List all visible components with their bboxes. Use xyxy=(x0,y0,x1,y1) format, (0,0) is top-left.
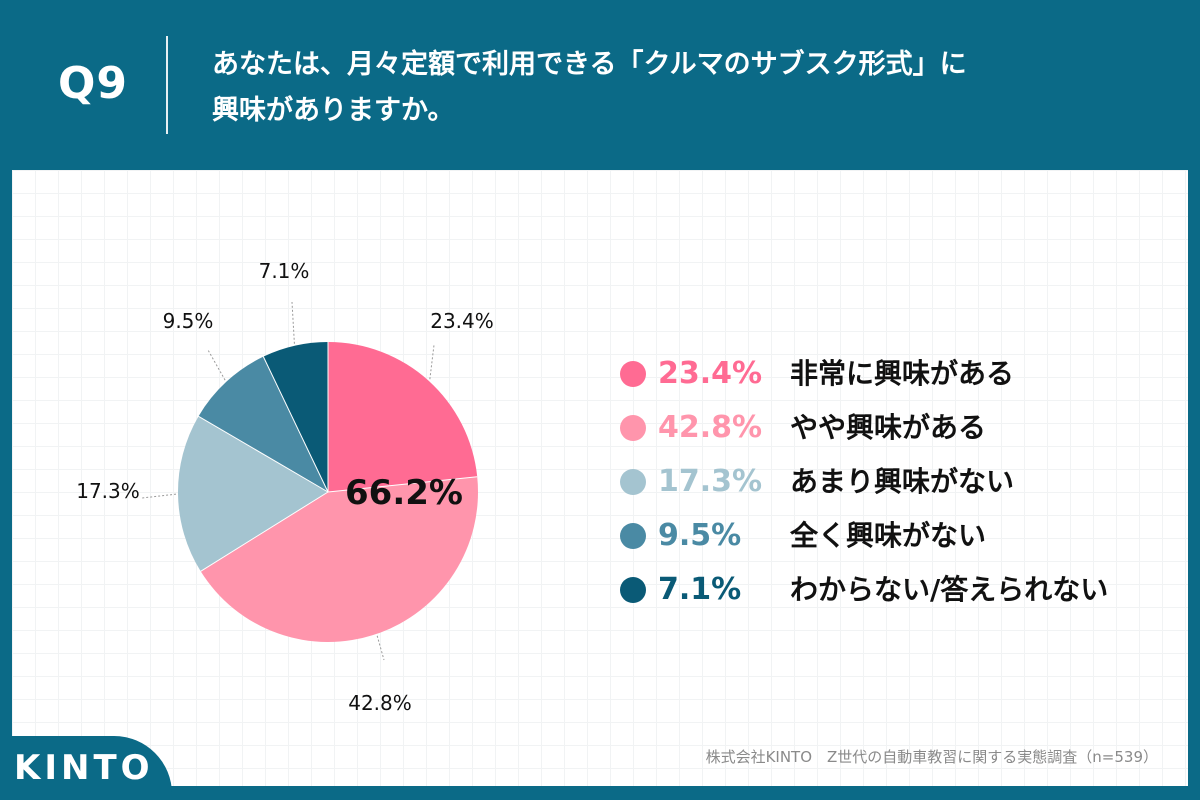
header: Q9 あなたは、月々定額で利用できる「クルマのサブスク形式」に 興味がありますか… xyxy=(0,0,1200,170)
pie-slice xyxy=(328,342,478,492)
slice-value-label: 23.4% xyxy=(430,309,494,333)
legend-value: 17.3% xyxy=(658,464,763,499)
legend-swatch xyxy=(620,415,646,441)
legend-swatch xyxy=(620,469,646,495)
leader-line xyxy=(291,301,295,344)
slice-separator xyxy=(327,476,478,493)
question-text: あなたは、月々定額で利用できる「クルマのサブスク形式」に 興味がありますか。 xyxy=(212,42,1112,134)
legend-value: 23.4% xyxy=(658,356,763,391)
header-divider xyxy=(166,36,168,134)
legend-value: 7.1% xyxy=(658,572,742,607)
legend-label: わからない/答えられない xyxy=(790,573,1109,606)
source-note: 株式会社KINTO Z世代の自動車教習に関する実態調査（n=539） xyxy=(705,748,1158,766)
slice-value-label: 17.3% xyxy=(76,479,140,503)
question-line-1: あなたは、月々定額で利用できる「クルマのサブスク形式」に xyxy=(212,49,967,80)
legend-swatch xyxy=(620,361,646,387)
legend-label: 非常に興味がある xyxy=(790,357,1015,390)
logo-tab xyxy=(0,736,172,800)
leader-line xyxy=(376,635,385,661)
slice-value-label: 42.8% xyxy=(348,691,412,715)
question-number: Q9 xyxy=(58,58,129,109)
leader-line xyxy=(207,349,226,381)
pie-slice xyxy=(198,356,328,492)
legend-swatch xyxy=(620,523,646,549)
slice-separator xyxy=(198,415,329,493)
chart-panel: 23.4% 42.8% 17.3% 9.5% 7.1% 66.2% 23.4% 非常に興味… xyxy=(12,170,1188,786)
slice-value-label: 7.1% xyxy=(259,259,310,283)
pie-chart: 23.4% 42.8% 17.3% 9.5% 7.1% 66.2% xyxy=(76,259,494,715)
pie-slice xyxy=(177,416,328,572)
leader-line xyxy=(141,493,177,499)
legend-label: あまり興味がない xyxy=(790,465,1015,498)
pie-slice xyxy=(200,476,479,642)
legend-swatch xyxy=(620,577,646,603)
slice-separator xyxy=(200,491,329,572)
center-total-label: 66.2% xyxy=(345,473,463,513)
legend-label: 全く興味がない xyxy=(790,519,987,552)
legend-value: 9.5% xyxy=(658,518,742,553)
kinto-logo: KINTO xyxy=(14,748,154,788)
slice-separator xyxy=(262,356,329,493)
legend-label: やや興味がある xyxy=(790,411,987,444)
legend-value: 42.8% xyxy=(658,410,763,445)
question-line-2: 興味がありますか。 xyxy=(212,95,455,126)
leader-line xyxy=(429,344,435,380)
slice-value-label: 9.5% xyxy=(163,309,214,333)
pie-slice xyxy=(263,342,328,492)
